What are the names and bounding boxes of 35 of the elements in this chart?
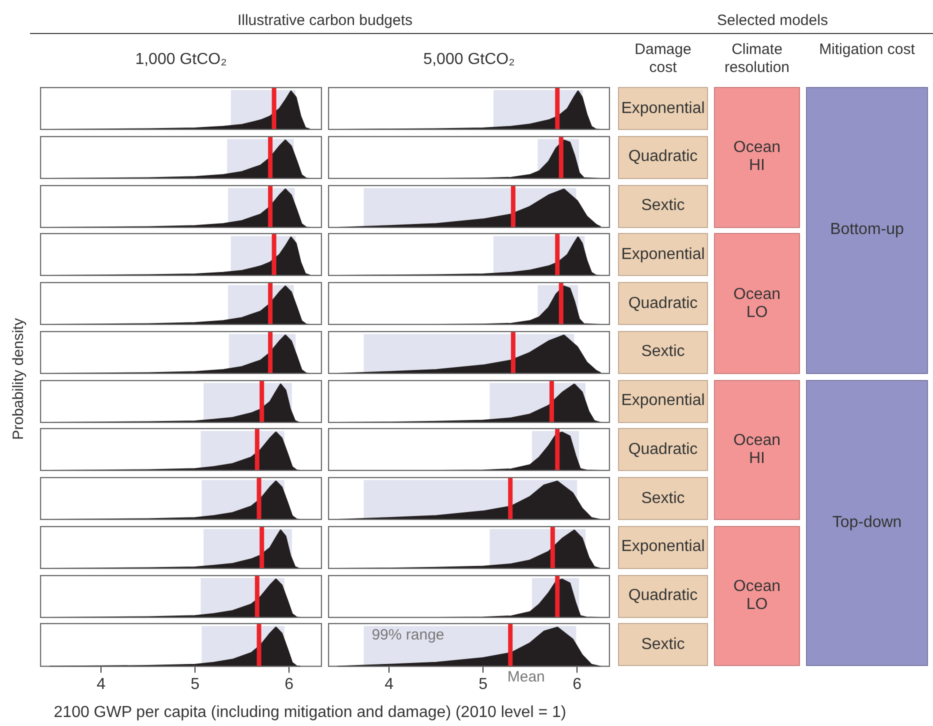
- text: Quadratic: [628, 294, 698, 312]
- band-label: 99% range: [372, 626, 444, 644]
- chart-subtitle: 1,000 GtCO₂: [134, 50, 228, 70]
- text: Sextic: [641, 636, 685, 653]
- text: Ocean LO: [733, 578, 781, 613]
- text: Exponential: [621, 392, 705, 409]
- ref-line-label: Mean: [507, 668, 545, 686]
- text: Top-down: [832, 514, 902, 531]
- x-tick-label: 6: [284, 676, 294, 694]
- text: Exponential: [621, 100, 705, 116]
- category-label: Damage cost: [634, 41, 692, 77]
- text: Illustrative carbon budgets: [30, 12, 620, 34]
- text: Exponential: [621, 538, 705, 556]
- text: Probability density: [10, 316, 28, 442]
- text: Ocean HI: [733, 432, 781, 467]
- category-label: Climate resolution: [723, 41, 791, 77]
- text: Exponential: [621, 246, 705, 263]
- x-tick-label: 4: [384, 676, 394, 694]
- text: Ocean LO: [733, 286, 781, 320]
- text: Quadratic: [628, 587, 698, 604]
- text: 2100 GWP per capita (including mitigation and damage) (2010 level = 1): [52, 703, 568, 722]
- text: Sextic: [641, 343, 685, 360]
- text: Quadratic: [628, 440, 698, 458]
- x-tick-label: 4: [96, 676, 106, 694]
- text: Selected models: [612, 12, 933, 34]
- text: Sextic: [641, 197, 685, 214]
- x-tick-label: 5: [478, 676, 488, 694]
- x-tick-label: 5: [190, 676, 200, 694]
- x-tick-label: 6: [572, 676, 582, 694]
- text: Ocean HI: [733, 139, 781, 174]
- chart-subtitle: 5,000 GtCO₂: [422, 50, 516, 70]
- text: Quadratic: [628, 148, 698, 166]
- text: Sextic: [641, 490, 685, 506]
- category-label: Mitigation cost: [818, 41, 916, 59]
- text: Bottom-up: [830, 221, 904, 238]
